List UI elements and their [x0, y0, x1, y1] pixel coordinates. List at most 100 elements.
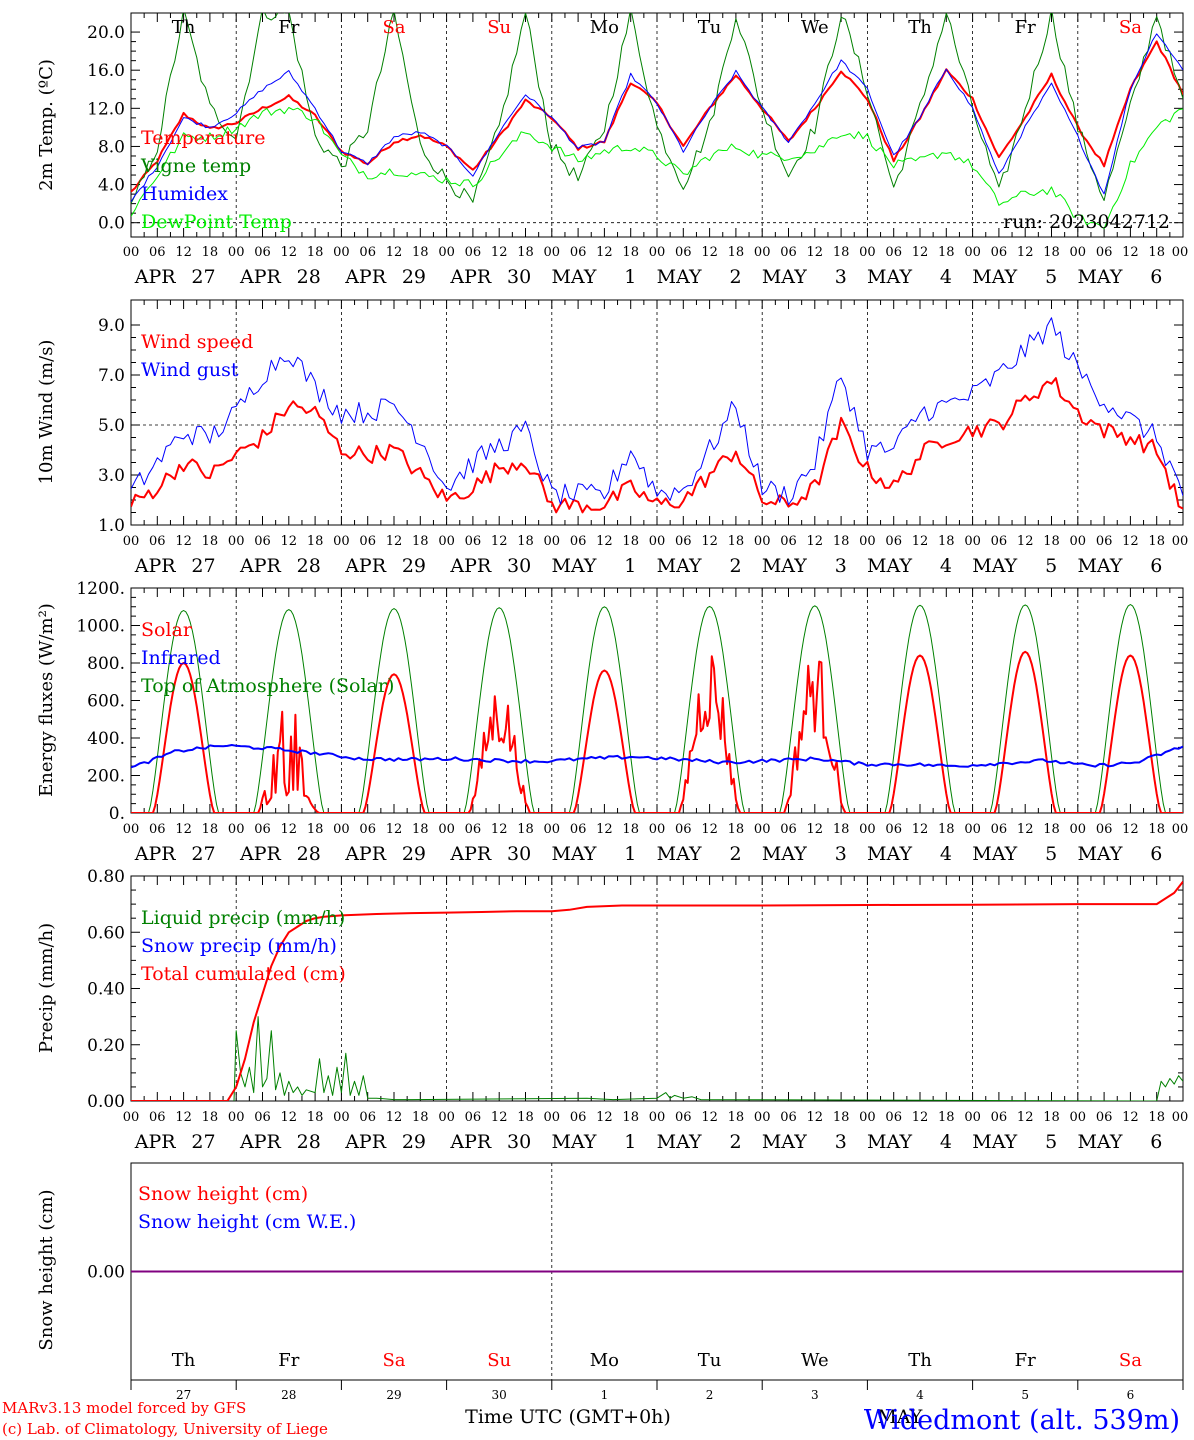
x-hour-label: 18	[307, 822, 324, 837]
x-day-month: APR	[134, 1131, 177, 1153]
y-tick-label: 4.0	[98, 176, 125, 196]
x-day-number: 30	[507, 266, 531, 288]
x-hour-label: 18	[517, 1110, 534, 1125]
x-hour-label: 12	[1122, 245, 1139, 260]
x-day-number: 3	[835, 555, 847, 577]
x-hour-label: 12	[491, 245, 508, 260]
x-hour-label: 00	[1070, 822, 1087, 837]
x-hour-label: 12	[807, 1110, 824, 1125]
x-day-month: APR	[239, 266, 282, 288]
x-day-month: APR	[344, 266, 387, 288]
x-day-number: 28	[297, 1131, 321, 1153]
y-tick-label: 1.0	[98, 516, 125, 536]
x-hour-label: 12	[1122, 1110, 1139, 1125]
x-day-month: APR	[449, 555, 492, 577]
x-axis-title: Time UTC (GMT+0h)	[465, 1406, 671, 1428]
x-hour-label: 18	[1148, 245, 1165, 260]
x-hour-label: 00	[1172, 1110, 1189, 1125]
x-hour-label: 12	[175, 1110, 192, 1125]
x-hour-label: 18	[833, 534, 850, 549]
x-day-month: APR	[134, 843, 177, 865]
x-hour-label: 18	[728, 245, 745, 260]
y-tick-label: 5.0	[98, 416, 125, 436]
x-hour-label: 06	[570, 822, 587, 837]
x-hour-label: 12	[807, 534, 824, 549]
series-line-temperature	[131, 40, 1183, 193]
x-day-number: 29	[402, 555, 426, 577]
x-hour-label: 12	[912, 534, 929, 549]
x-day-number: 27	[191, 555, 215, 577]
x-day-number: 6	[1150, 555, 1162, 577]
x-hour-label: 18	[202, 822, 219, 837]
x-hour-label: 18	[1148, 534, 1165, 549]
day-of-week-label: Fr	[1015, 17, 1036, 38]
day-number-label: 29	[386, 1388, 401, 1402]
x-hour-label: 12	[912, 822, 929, 837]
x-day-month: MAY	[762, 843, 807, 865]
run-annotation: run: 2023042712	[1003, 211, 1170, 233]
credit-line-1: MARv3.13 model forced by GFS	[2, 1399, 246, 1417]
x-hour-label: 00	[333, 1110, 350, 1125]
y-tick-label: 20.0	[87, 23, 125, 43]
x-hour-label: 00	[1070, 1110, 1087, 1125]
day-of-week-label: Sa	[382, 1350, 405, 1371]
y-tick-label: 0.0	[98, 214, 125, 234]
x-hour-label: 00	[964, 245, 981, 260]
legend-entry: Infrared	[141, 647, 221, 669]
x-hour-label: 18	[622, 534, 639, 549]
x-day-month: APR	[134, 555, 177, 577]
y-tick-label: 16.0	[87, 61, 125, 81]
x-hour-label: 12	[386, 534, 403, 549]
legend-entry: Snow height (cm)	[138, 1183, 308, 1205]
x-hour-label: 00	[333, 822, 350, 837]
month-label: MAY	[877, 1406, 922, 1428]
x-day-number: 5	[1045, 843, 1057, 865]
x-day-month: MAY	[1077, 555, 1122, 577]
y-tick-label: 8.0	[98, 137, 125, 157]
day-of-week-label: Sa	[382, 17, 405, 38]
x-hour-label: 00	[228, 1110, 245, 1125]
legend-entry: Temperature	[141, 127, 265, 149]
x-hour-label: 06	[991, 822, 1008, 837]
y-tick-label: 3.0	[98, 466, 125, 486]
x-hour-label: 00	[1172, 822, 1189, 837]
x-hour-label: 06	[465, 822, 482, 837]
day-of-week-label: Th	[908, 1350, 932, 1371]
day-of-week-label: Sa	[1119, 17, 1142, 38]
x-hour-label: 06	[885, 1110, 902, 1125]
day-number-label: 1	[601, 1388, 609, 1402]
panel-1: 0.04.08.012.016.020.02m Temp. (ºC)00 06 12…	[36, 12, 1188, 288]
x-day-number: 30	[507, 1131, 531, 1153]
day-number-label: 6	[1127, 1388, 1135, 1402]
x-hour-label: 06	[254, 245, 271, 260]
legend-entry: Wind gust	[141, 359, 239, 381]
x-hour-label: 18	[307, 1110, 324, 1125]
x-day-number: 5	[1045, 1131, 1057, 1153]
y-tick-label: 1200.	[76, 579, 125, 599]
x-hour-label: 06	[780, 1110, 797, 1125]
series-line-top-of-atmosphere	[131, 604, 1183, 813]
legend-entry: Humidex	[141, 183, 228, 205]
x-hour-label: 18	[1043, 822, 1060, 837]
x-hour-label: 06	[780, 534, 797, 549]
x-hour-label: 00	[859, 1110, 876, 1125]
x-hour-label: 00	[964, 822, 981, 837]
day-of-week-label: Th	[172, 17, 196, 38]
x-day-month: APR	[449, 1131, 492, 1153]
y-tick-label: 200.	[87, 767, 125, 787]
x-hour-label: 00	[228, 534, 245, 549]
legend-entry: Liquid precip (mm/h)	[141, 907, 345, 929]
x-day-month: MAY	[867, 266, 912, 288]
x-hour-label: 12	[701, 245, 718, 260]
x-hour-label: 12	[912, 1110, 929, 1125]
x-hour-label: 00	[123, 822, 140, 837]
x-day-month: APR	[344, 555, 387, 577]
x-hour-label: 06	[149, 1110, 166, 1125]
panel-5: 0.00 Snow height (cm) Snow height (cm) Snow…	[36, 1162, 1184, 1428]
x-day-number: 1	[624, 555, 636, 577]
x-day-month: MAY	[867, 555, 912, 577]
x-hour-label: 06	[1096, 1110, 1113, 1125]
y-tick-label: 400.	[87, 729, 125, 749]
x-day-month: APR	[449, 843, 492, 865]
